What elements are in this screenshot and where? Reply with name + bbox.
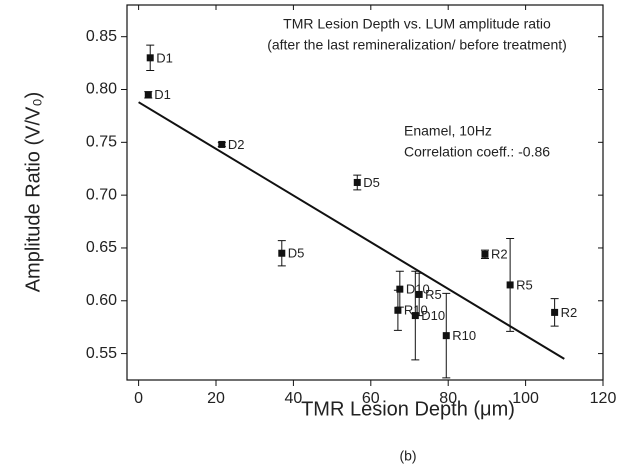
point-label: D5 bbox=[363, 175, 380, 190]
x-tick-label: 80 bbox=[439, 390, 457, 407]
point-label: R10 bbox=[404, 303, 428, 318]
point bbox=[442, 332, 450, 340]
point-label: D1 bbox=[154, 87, 171, 102]
point bbox=[506, 281, 514, 289]
point bbox=[144, 91, 152, 99]
y-tick-label: 0.65 bbox=[86, 239, 117, 256]
point-label: D10 bbox=[406, 282, 430, 297]
y-tick-label: 0.55 bbox=[86, 345, 117, 362]
x-tick-label: 120 bbox=[590, 390, 617, 407]
y-tick-label: 0.60 bbox=[86, 292, 117, 309]
point bbox=[415, 290, 423, 298]
plot-frame bbox=[126, 4, 604, 381]
point-label: R2 bbox=[561, 305, 578, 320]
point bbox=[278, 249, 286, 257]
point bbox=[394, 306, 402, 314]
y-tick-label: 0.80 bbox=[86, 81, 117, 98]
caption: (b) bbox=[399, 448, 416, 464]
x-tick-label: 60 bbox=[362, 390, 380, 407]
point-label: D1 bbox=[156, 50, 173, 65]
point bbox=[146, 54, 154, 62]
x-tick-label: 100 bbox=[512, 390, 539, 407]
x-tick-label: 0 bbox=[134, 390, 143, 407]
x-tick-label: 40 bbox=[285, 390, 303, 407]
y-tick-label: 0.75 bbox=[86, 134, 117, 151]
point-label: R10 bbox=[452, 328, 476, 343]
point bbox=[353, 178, 361, 186]
point bbox=[396, 285, 404, 293]
chart-title: TMR Lesion Depth vs. LUM amplitude ratio bbox=[283, 16, 551, 32]
y-axis-label: Amplitude Ratio (V/V₀) bbox=[22, 92, 44, 293]
annotation: Enamel, 10Hz bbox=[404, 123, 492, 139]
point bbox=[218, 140, 226, 148]
annotation: Correlation coeff.: -0.86 bbox=[404, 144, 550, 160]
point-label: R2 bbox=[491, 247, 508, 262]
point-label: R5 bbox=[425, 287, 442, 302]
point-label: D2 bbox=[228, 137, 245, 152]
point bbox=[551, 308, 559, 316]
x-tick-label: 20 bbox=[207, 390, 225, 407]
point bbox=[411, 312, 419, 320]
point-label: D10 bbox=[421, 308, 445, 323]
y-tick-label: 0.70 bbox=[86, 186, 117, 203]
chart-subtitle: (after the last remineralization/ before… bbox=[267, 37, 567, 53]
point-label: D5 bbox=[288, 246, 305, 261]
y-tick-label: 0.85 bbox=[86, 28, 117, 45]
point-label: R5 bbox=[516, 277, 533, 292]
x-axis-label: TMR Lesion Depth (μm) bbox=[301, 398, 515, 420]
point bbox=[481, 250, 489, 258]
fit-line bbox=[138, 101, 565, 360]
